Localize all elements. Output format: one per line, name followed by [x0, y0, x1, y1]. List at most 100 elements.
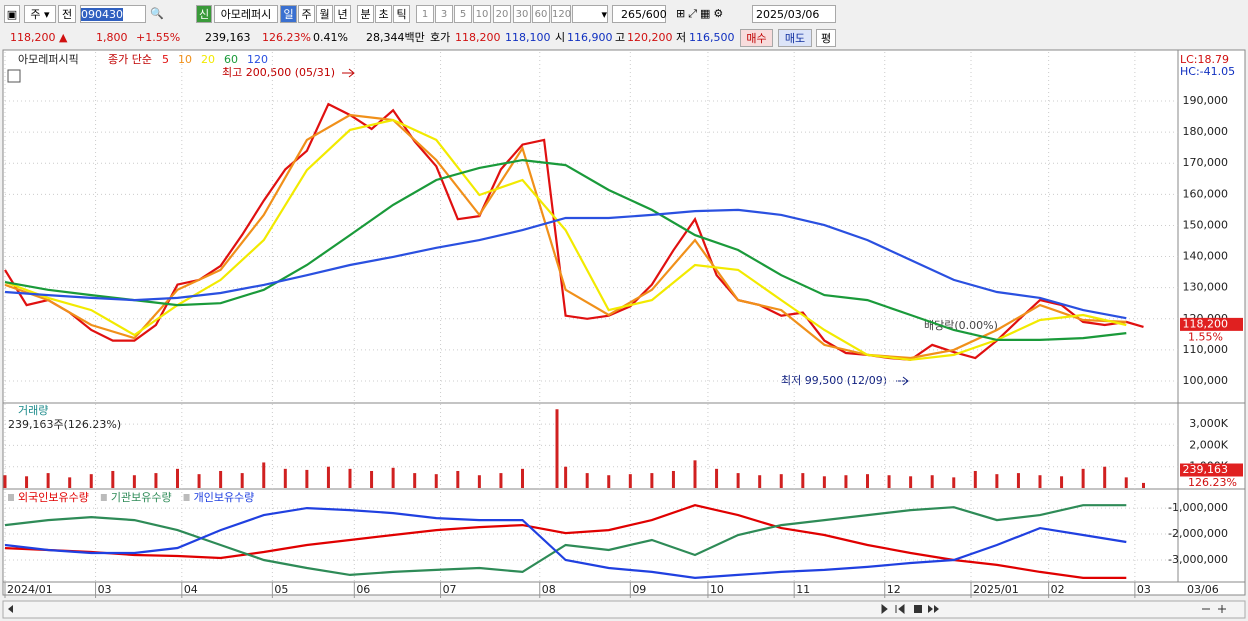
volume-bar — [564, 466, 568, 488]
x-tick-label: 2025/01 — [973, 583, 1019, 596]
step-button[interactable]: 30 — [513, 5, 531, 23]
x-tick-label: 10 — [710, 583, 724, 596]
volume-bar — [499, 473, 503, 488]
step-button[interactable]: 1 — [416, 5, 434, 23]
play-button[interactable] — [928, 605, 939, 613]
interval-button[interactable]: 월 — [316, 5, 333, 23]
volume-bar — [89, 474, 93, 488]
x-tick-label: 04 — [184, 583, 198, 596]
step-button[interactable]: 120 — [551, 5, 571, 23]
volume-bar — [1038, 475, 1042, 488]
menu-button[interactable]: ▣ — [4, 5, 20, 23]
change-pct: +1.55% — [136, 31, 181, 44]
scroll-left[interactable] — [8, 605, 13, 613]
interval-button[interactable]: 분 — [357, 5, 374, 23]
x-tick-label: 05 — [274, 583, 288, 596]
icon[interactable] — [7, 69, 21, 83]
volume-bar — [995, 474, 999, 488]
y-tick-label: -1,000,000 — [1168, 501, 1228, 514]
zoom-buttons[interactable] — [1202, 605, 1226, 613]
x-tick-label: 08 — [542, 583, 556, 596]
turnover: 0.41% — [313, 31, 348, 44]
legend-entry: 10 — [178, 53, 192, 66]
y-tick-label: 190,000 — [1183, 94, 1229, 107]
new-badge[interactable]: 신 — [196, 5, 212, 23]
step-button[interactable]: 5 — [454, 5, 472, 23]
volume-bar — [973, 470, 977, 488]
step-button[interactable]: 3 — [435, 5, 453, 23]
compare-button[interactable]: 전 — [58, 5, 76, 23]
volume-bar — [391, 467, 395, 488]
x-tick-label: 03 — [1137, 583, 1151, 596]
annotation: 최고 200,500 (05/31) — [222, 66, 335, 79]
volume-bar — [413, 473, 417, 488]
volume-bar — [758, 475, 762, 488]
ask: 118,200 — [455, 31, 501, 44]
step-button[interactable]: 20 — [493, 5, 511, 23]
period: 주 — [30, 8, 41, 21]
legend-entry: 외국인보유수량 — [18, 491, 89, 504]
search-icon[interactable]: 🔍 — [150, 7, 164, 20]
indicator: HC:-41.05 — [1180, 65, 1235, 78]
interval-button[interactable]: 초 — [375, 5, 392, 23]
dropdown[interactable]: ▾ — [572, 5, 608, 23]
volume-bar — [456, 470, 460, 488]
volume-bar — [132, 475, 136, 488]
sell-button[interactable]: 매도 — [778, 29, 812, 47]
interval-button[interactable]: 일 — [280, 5, 297, 23]
volume-bar — [1103, 466, 1107, 488]
volume-bar — [197, 474, 201, 488]
volume-bar — [1060, 476, 1064, 488]
volume-bar — [111, 470, 115, 488]
x-tick-label: 07 — [443, 583, 457, 596]
volume-bar — [671, 470, 675, 488]
open: 116,900 — [567, 31, 613, 44]
count-input[interactable]: 265/600 — [612, 5, 667, 23]
volume-bar — [434, 474, 438, 488]
price: 118,200 ▲ — [10, 31, 68, 44]
high: 120,200 — [627, 31, 673, 44]
code-input[interactable]: 090430 — [80, 5, 146, 23]
buy-button[interactable]: 매수 — [740, 29, 773, 47]
low-label: 저 — [676, 31, 687, 44]
volume-bar — [628, 474, 632, 488]
stock-name: 아모레퍼시 — [214, 5, 278, 23]
y-tick-label: 150,000 — [1183, 218, 1229, 231]
volume-ratio: 126.23% — [262, 31, 311, 44]
step-button[interactable]: 10 — [473, 5, 491, 23]
avg-button[interactable]: 평 — [816, 29, 836, 47]
tool-icons[interactable]: ⊞⤢▦⚙ — [676, 7, 727, 20]
legend-icon — [8, 494, 14, 501]
volume-bar — [866, 474, 869, 488]
y-tick-label: 170,000 — [1183, 156, 1229, 169]
volume-bar — [779, 474, 783, 488]
volume-bar — [477, 475, 481, 488]
y-tick-label: -3,000,000 — [1168, 553, 1228, 566]
y-tick-label: 160,000 — [1183, 187, 1229, 200]
last-change-label: 1.55% — [1188, 330, 1223, 343]
volume-bar — [240, 473, 244, 488]
low: 116,500 — [689, 31, 735, 44]
last-change-label: 126.23% — [1188, 476, 1237, 489]
volume-bar — [154, 473, 158, 488]
interval-button[interactable]: 년 — [334, 5, 351, 23]
scrollbar[interactable] — [2, 600, 1246, 619]
legend-entry: 5 — [162, 53, 169, 66]
volume-bar — [822, 476, 826, 488]
step-button[interactable]: 60 — [532, 5, 550, 23]
stop-button[interactable] — [914, 605, 922, 613]
chart-title: 아모레퍼시픽 — [18, 53, 79, 66]
x-tick-label: 03 — [98, 583, 112, 596]
ask-label: 호가 — [430, 31, 451, 44]
date-input[interactable]: 2025/03/06 — [752, 5, 836, 23]
volume-bar — [370, 470, 374, 488]
y-tick-label: -2,000,000 — [1168, 527, 1228, 540]
scroll-controls[interactable] — [881, 603, 905, 615]
last-value-tag — [1180, 317, 1243, 331]
interval-button[interactable]: 주 — [298, 5, 315, 23]
volume-bar — [844, 475, 848, 488]
indicator: LC:18.79 — [1180, 53, 1229, 66]
period-select[interactable]: 주 ▾ — [24, 5, 56, 23]
bid: 118,100 — [505, 31, 551, 44]
interval-button[interactable]: 틱 — [393, 5, 410, 23]
